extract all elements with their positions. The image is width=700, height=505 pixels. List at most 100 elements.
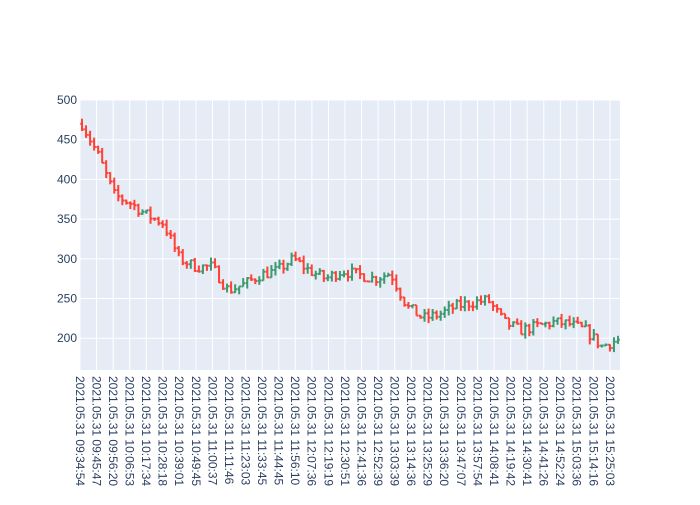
ohlc-bar [463,296,467,312]
ohlc-bar [92,137,96,151]
ohlc-bar [346,269,350,282]
y-tick-label: 450 [57,133,77,147]
ohlc-bar [326,274,330,282]
ohlc-bar [471,301,475,312]
ohlc-bar [132,199,137,211]
ohlc-bar [390,270,395,286]
ohlc-bar [531,319,536,336]
ohlc-bar [321,269,326,283]
x-tick-label: 2021.05.31 12:41:36 [354,376,368,486]
ohlc-bar [176,245,181,257]
ohlc-bar [591,328,596,341]
ohlc-bar [201,264,205,274]
x-tick-label: 2021.05.31 13:47:07 [454,376,468,486]
ohlc-bar [479,295,483,305]
ohlc-bar [583,320,588,328]
ohlc-bar [559,313,564,328]
ohlc-bar [374,275,379,286]
ohlc-bar [475,296,479,310]
ohlc-bar [193,257,197,273]
ohlc-bar [144,209,149,214]
ohlc-bar [241,278,246,288]
ohlc-bar [221,279,225,290]
ohlc-bar [140,209,145,215]
x-tick-label: 2021.05.31 12:30:51 [338,376,352,486]
x-tick-label: 2021.05.31 11:00:37 [205,376,219,486]
x-tick-label: 2021.05.31 15:14:16 [586,376,600,486]
ohlc-bar [543,321,548,328]
x-tick-label: 2021.05.31 15:25:03 [603,376,617,486]
ohlc-bar [600,344,604,348]
ohlc-bar [293,251,298,262]
ohlc-bar [338,270,342,281]
ohlc-bar [209,257,213,271]
ohlc-bar [225,283,229,293]
ohlc-bar [180,249,185,266]
ohlc-bar [277,259,282,270]
ohlc-bar [108,171,113,185]
ohlc-bar [575,316,580,324]
ohlc-bar [394,274,399,292]
ohlc-bar [406,302,411,309]
ohlc-bar [334,271,338,282]
ohlc-bar [503,312,507,320]
x-tick-label: 2021.05.31 14:52:24 [553,376,567,486]
x-tick-label: 2021.05.31 12:07:36 [305,376,319,486]
ohlc-bar [571,317,576,329]
ohlc-bar [358,265,362,280]
ohlc-bar [205,264,209,271]
x-tick-label: 2021.05.31 15:03:36 [570,376,584,486]
ohlc-bar [563,319,568,330]
ohlc-bar [515,318,520,325]
ohlc-bar [120,194,125,206]
ohlc-bar [596,333,600,349]
ohlc-bar [434,310,439,320]
ohlc-bar [249,274,254,281]
ohlc-bar [410,304,415,309]
x-tick-label: 2021.05.31 10:06:53 [122,376,136,486]
ohlc-bar [229,281,233,294]
x-tick-label: 2021.05.31 09:45:47 [89,376,103,486]
x-tick-label: 2021.05.31 12:52:39 [371,376,385,486]
ohlc-bar [567,315,572,327]
x-tick-label: 2021.05.31 09:34:54 [73,376,87,486]
ohlc-bar [116,184,121,202]
ohlc-bar [616,335,620,344]
ohlc-bar [362,273,366,283]
ohlc-bar [330,270,334,282]
ohlc-bar [152,217,157,221]
y-tick-label: 300 [57,252,77,266]
ohlc-bar [148,206,153,224]
y-tick-label: 500 [57,93,77,107]
ohlc-bar [257,276,262,285]
ohlc-bar [313,270,318,280]
ohlc-bar [418,314,423,319]
y-tick-label: 200 [57,331,77,345]
ohlc-bar [156,216,161,226]
ohlc-bar [378,276,383,288]
ohlc-bar [491,300,495,311]
x-tick-label: 2021.05.31 13:36:20 [437,376,451,486]
x-tick-label: 2021.05.31 14:19:42 [503,376,517,486]
ohlc-bar [309,264,314,277]
ohlc-bar [499,307,503,316]
x-tick-label: 2021.05.31 14:41:26 [537,376,551,486]
ohlc-bar [422,308,427,322]
ohlc-bar [160,220,165,229]
ohlc-bar [245,277,250,289]
ohlc-bar [507,317,511,330]
ohlc-bar [608,343,612,352]
ohlc-bar [382,272,387,284]
x-tick-label: 2021.05.31 10:39:01 [172,376,186,486]
ohlc-bar [587,324,592,345]
ohlc-bar [402,296,407,307]
ohlc-bar [233,284,237,294]
x-tick-label: 2021.05.31 12:19:19 [321,376,335,486]
ohlc-bar [273,262,278,276]
ohlc-bar [285,262,290,271]
ohlc-bar [297,256,302,263]
ohlc-bar [124,199,129,205]
ohlc-bar [100,147,104,164]
ohlc-bar [535,318,540,328]
ohlc-bar [438,310,443,321]
